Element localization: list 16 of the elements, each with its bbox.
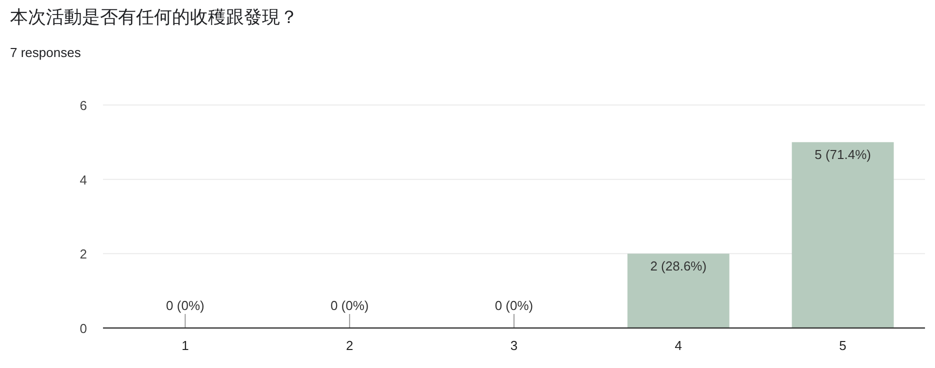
subtitle: 7 responses [10,45,81,60]
data-label: 0 (0%) [494,298,534,313]
title: 本次活動是否有任何的收穫跟發現？ [10,7,298,27]
y-tick-label: 2 [80,246,87,262]
data-label: 2 (28.6%) [650,258,707,274]
y-tick-label: 4 [80,172,87,188]
x-tick-label: 3 [510,338,518,353]
x-tick-label: 1 [182,338,189,353]
y-tick-label: 0 [80,321,87,336]
x-tick-label: 4 [674,338,682,353]
data-label: 5 (71.4%) [814,147,871,162]
data-label: 0 (0%) [166,298,204,313]
x-tick-label: 2 [346,338,354,353]
y-tick-label: 6 [80,98,87,113]
data-label: 0 (0%) [330,298,369,313]
x-tick-label: 5 [839,338,846,353]
